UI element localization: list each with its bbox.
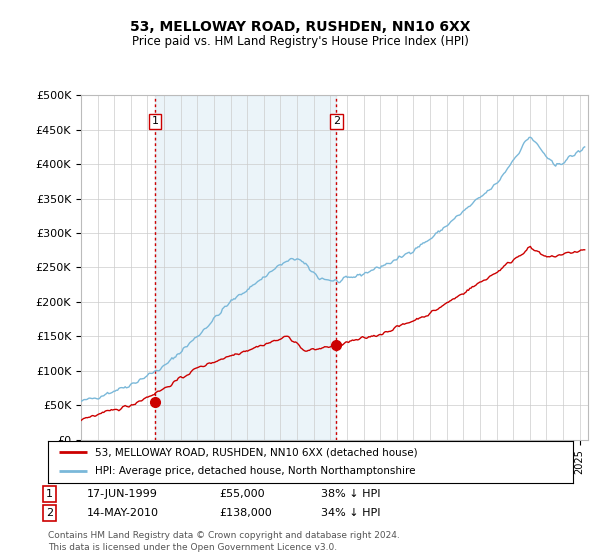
Text: 17-JUN-1999: 17-JUN-1999 (87, 489, 158, 499)
Text: 1: 1 (152, 116, 158, 127)
Text: 2: 2 (46, 508, 53, 518)
Text: 53, MELLOWAY ROAD, RUSHDEN, NN10 6XX: 53, MELLOWAY ROAD, RUSHDEN, NN10 6XX (130, 20, 470, 34)
Text: 1: 1 (46, 489, 53, 499)
Text: 38% ↓ HPI: 38% ↓ HPI (321, 489, 380, 499)
Text: Price paid vs. HM Land Registry's House Price Index (HPI): Price paid vs. HM Land Registry's House … (131, 35, 469, 48)
Text: 53, MELLOWAY ROAD, RUSHDEN, NN10 6XX (detached house): 53, MELLOWAY ROAD, RUSHDEN, NN10 6XX (de… (95, 447, 418, 457)
Bar (155, 95, 337, 440)
Text: 2: 2 (333, 116, 340, 127)
Text: £55,000: £55,000 (219, 489, 265, 499)
Text: 34% ↓ HPI: 34% ↓ HPI (321, 508, 380, 518)
Text: £138,000: £138,000 (219, 508, 272, 518)
Text: 14-MAY-2010: 14-MAY-2010 (87, 508, 159, 518)
Text: Contains HM Land Registry data © Crown copyright and database right 2024.
This d: Contains HM Land Registry data © Crown c… (48, 531, 400, 552)
Text: HPI: Average price, detached house, North Northamptonshire: HPI: Average price, detached house, Nort… (95, 466, 416, 477)
